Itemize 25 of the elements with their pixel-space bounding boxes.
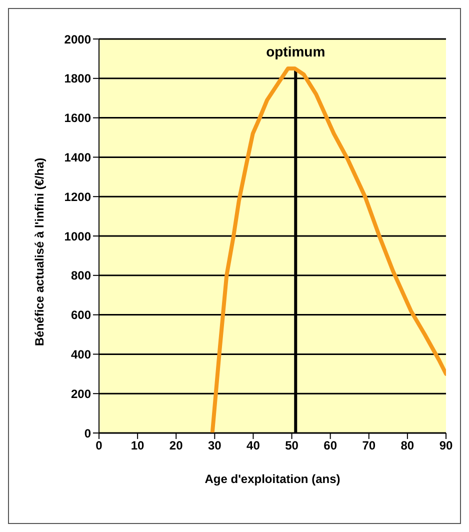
- y-tick-label: 1600: [64, 111, 92, 126]
- x-tick-label: 10: [130, 438, 145, 453]
- x-tick-label: 50: [285, 438, 299, 453]
- ref-line-label: optimum: [266, 44, 326, 60]
- x-tick-label: 30: [208, 438, 222, 453]
- x-tick-label: 80: [400, 438, 414, 453]
- line-series: [210, 66, 446, 433]
- x-tick-label: 20: [169, 438, 184, 453]
- y-tick-label: 0: [84, 426, 92, 440]
- y-tick-label: 1200: [64, 190, 92, 204]
- y-tick-label: 1000: [64, 229, 92, 244]
- y-tick-label: 800: [70, 268, 92, 283]
- y-tick-label: 2000: [64, 32, 92, 46]
- y-axis-title: Bénéfice actualisé à l'infini (€/ha): [32, 158, 46, 346]
- y-tick-label: 400: [70, 347, 92, 362]
- y-tick-label: 1800: [64, 72, 92, 86]
- x-tick-label: 60: [324, 438, 338, 453]
- x-axis-title: Age d'exploitation (ans): [204, 472, 340, 486]
- x-tick-label: 0: [96, 438, 103, 453]
- x-tick-label: 70: [362, 438, 376, 453]
- y-tick-label: 1400: [64, 150, 92, 164]
- y-tick-label: 600: [70, 308, 92, 322]
- x-tick-label: 90: [439, 438, 453, 453]
- x-tick-label: 40: [246, 438, 260, 453]
- y-tick-label: 200: [70, 386, 92, 401]
